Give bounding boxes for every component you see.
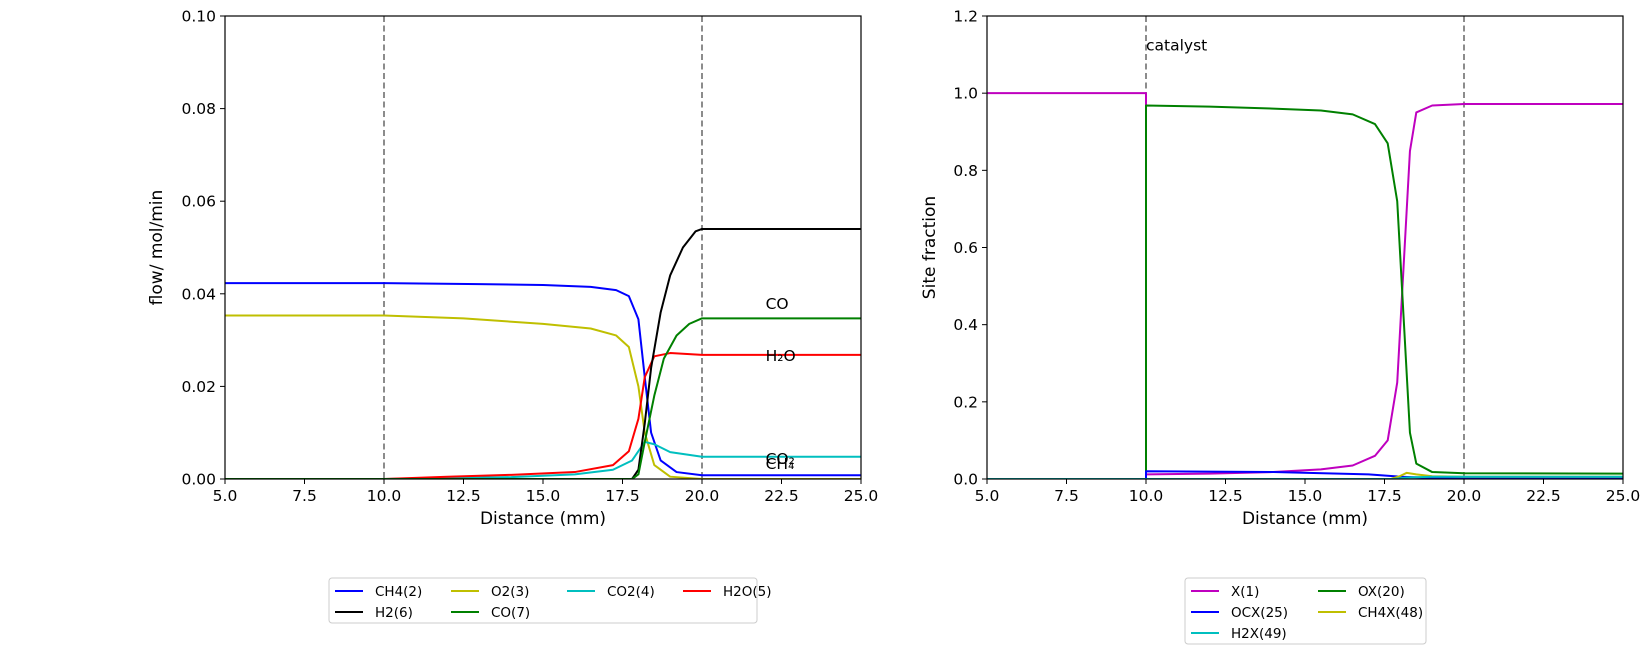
series-line-ch4-2 bbox=[225, 282, 861, 477]
series-line-co2-4 bbox=[225, 440, 861, 479]
legend-box bbox=[328, 577, 758, 624]
series-line-co-7 bbox=[225, 317, 861, 479]
legend-label-h2-6: H2(6) bbox=[375, 605, 413, 621]
plot-frame bbox=[986, 15, 1624, 480]
y-tick-label: 1.0 bbox=[953, 85, 978, 103]
x-tick-label: 7.5 bbox=[1054, 487, 1079, 505]
y-tick-label: 0.10 bbox=[181, 8, 216, 26]
legend-box bbox=[1184, 577, 1427, 645]
flow-legend: CH4(2) O2(3) CO2(4) H2O(5) H2(6) CO(7) bbox=[328, 577, 772, 624]
x-tick-label: 10.0 bbox=[1129, 487, 1164, 505]
annotation-co: CO₂ bbox=[766, 450, 795, 468]
series-line-ox-20 bbox=[987, 104, 1623, 479]
y-axis-label: Site fraction bbox=[920, 196, 940, 299]
x-tick-label: 20.0 bbox=[1447, 487, 1482, 505]
legend-label-x-1: X(1) bbox=[1231, 584, 1259, 600]
y-axis-label: flow/ mol/min bbox=[147, 190, 167, 306]
x-axis-label: Distance (mm) bbox=[480, 509, 606, 529]
x-tick-label: 22.5 bbox=[764, 487, 799, 505]
y-tick-label: 0.08 bbox=[181, 100, 216, 118]
legend-label-ch4x-48: CH4X(48) bbox=[1358, 605, 1423, 621]
y-tick-label: 0.8 bbox=[953, 162, 978, 180]
series-line-h2x-49 bbox=[987, 475, 1623, 479]
legend-label-ch4-2: CH4(2) bbox=[375, 584, 422, 600]
x-tick-label: 17.5 bbox=[605, 487, 640, 505]
x-tick-label: 12.5 bbox=[446, 487, 481, 505]
x-tick-label: 15.0 bbox=[526, 487, 561, 505]
annotation-co: CO bbox=[766, 295, 789, 313]
legend-label-h2o-5: H2O(5) bbox=[723, 584, 772, 600]
series-line-o2-3 bbox=[225, 314, 861, 479]
series-line-ocx-25 bbox=[987, 470, 1623, 479]
x-tick-label: 12.5 bbox=[1208, 487, 1243, 505]
x-tick-label: 17.5 bbox=[1367, 487, 1402, 505]
series-line-h2-6 bbox=[225, 227, 861, 479]
legend-label-co2-4: CO2(4) bbox=[607, 584, 655, 600]
legend-label-ocx-25: OCX(25) bbox=[1231, 605, 1288, 621]
y-tick-label: 1.2 bbox=[953, 8, 978, 26]
annotation-ch: CH₄ bbox=[766, 455, 795, 473]
y-tick-label: 0.2 bbox=[953, 393, 978, 411]
series-line-x-1 bbox=[987, 92, 1623, 476]
flow-chart: 5.0 7.5 10.0 12.5 15.0 17.5 20.0 22.5 25.0 0.00 0.… bbox=[147, 8, 878, 530]
x-tick-label: 15.0 bbox=[1288, 487, 1323, 505]
x-tick-label: 22.5 bbox=[1526, 487, 1561, 505]
y-tick-label: 0.00 bbox=[181, 471, 216, 489]
legend-label-co-7: CO(7) bbox=[491, 605, 530, 621]
legend-label-o2-3: O2(3) bbox=[491, 584, 529, 600]
y-tick-label: 0.0 bbox=[953, 471, 978, 489]
x-tick-label: 7.5 bbox=[292, 487, 317, 505]
annotation-catalyst: catalyst bbox=[1146, 37, 1207, 55]
x-tick-label: 20.0 bbox=[685, 487, 720, 505]
x-axis-label: Distance (mm) bbox=[1242, 509, 1368, 529]
y-tick-label: 0.4 bbox=[953, 316, 978, 334]
y-tick-label: 0.04 bbox=[181, 285, 216, 303]
site-fraction-chart: 5.0 7.5 10.0 12.5 15.0 17.5 20.0 22.5 25.0 0.0 0.2… bbox=[920, 8, 1640, 530]
legend-label-ox-20: OX(20) bbox=[1358, 584, 1405, 600]
legend-label-h2x-49: H2X(49) bbox=[1231, 626, 1287, 642]
x-tick-label: 25.0 bbox=[844, 487, 879, 505]
y-tick-label: 0.06 bbox=[181, 193, 216, 211]
x-tick-label: 5.0 bbox=[975, 487, 1000, 505]
annotation-h-o: H₂O bbox=[766, 347, 796, 365]
y-tick-label: 0.6 bbox=[953, 239, 978, 257]
x-tick-label: 10.0 bbox=[367, 487, 402, 505]
y-tick-label: 0.02 bbox=[181, 378, 216, 396]
site-fraction-legend: X(1) OX(20) OCX(25) CH4X(48) H2X(49) bbox=[1184, 577, 1427, 645]
x-tick-label: 5.0 bbox=[213, 487, 238, 505]
x-tick-label: 25.0 bbox=[1606, 487, 1641, 505]
plot-frame bbox=[224, 15, 862, 480]
series-line-h2o-5 bbox=[225, 352, 861, 479]
